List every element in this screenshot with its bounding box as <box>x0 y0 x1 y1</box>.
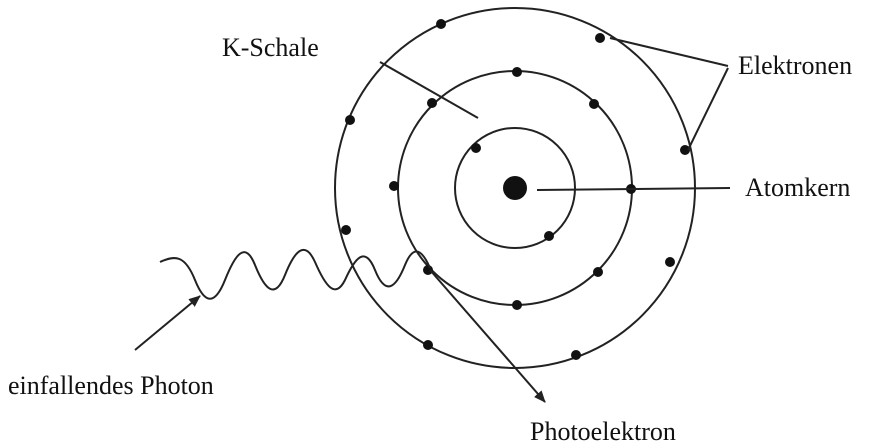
nucleus <box>503 176 527 200</box>
diagram: K-Schale Elektronen Atomkern einfallende… <box>0 0 896 448</box>
electron-pointer <box>610 38 728 66</box>
photon-wave <box>160 250 430 299</box>
electrons-label: Elektronen <box>738 51 852 80</box>
page: K-Schale Elektronen Atomkern einfallende… <box>0 0 896 448</box>
photon-label: einfallendes Photon <box>8 371 214 400</box>
photon-arrow <box>135 296 200 350</box>
nucleus-label: Atomkern <box>745 173 850 202</box>
electron-pointer <box>688 68 728 150</box>
photoelectron-label: Photoelektron <box>530 417 676 446</box>
nucleus-pointer <box>537 188 730 190</box>
k-shell-label: K-Schale <box>222 33 319 62</box>
photoelectron-arrow <box>430 270 545 402</box>
